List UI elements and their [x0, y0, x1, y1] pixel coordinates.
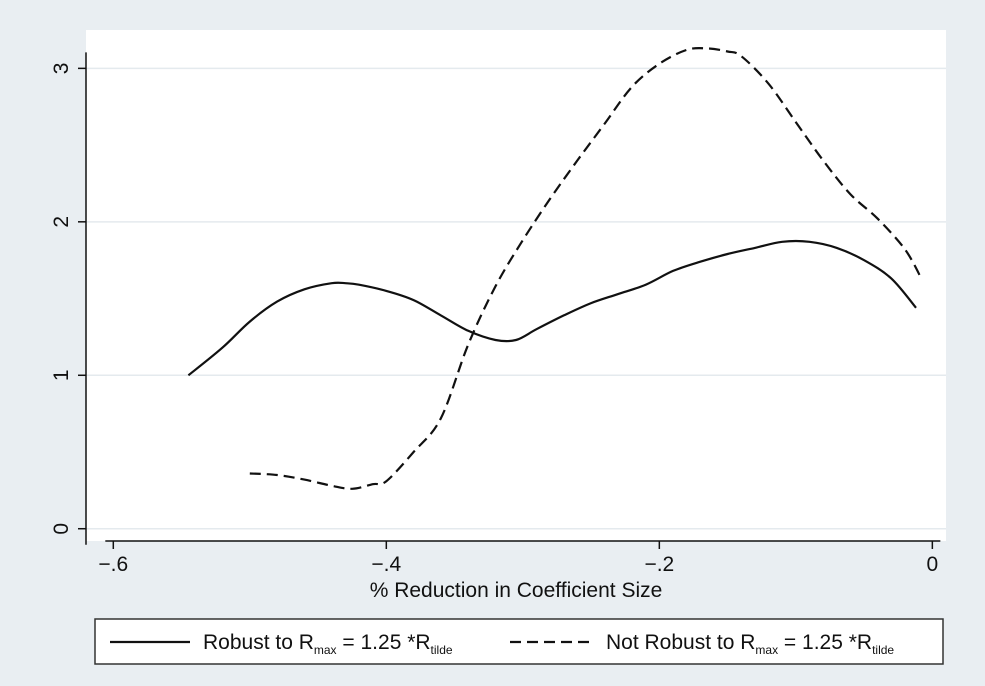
y-tick-label-0: 0 [50, 523, 73, 535]
legend-label-0: Robust to Rmax = 1.25 *Rtilde [203, 631, 453, 657]
x-tick-label-1: −.4 [371, 553, 401, 576]
x-axis-title: % Reduction in Coefficient Size [370, 579, 663, 602]
y-tick-label-2: 2 [50, 216, 73, 228]
legend-label-1: Not Robust to Rmax = 1.25 *Rtilde [606, 631, 894, 657]
y-tick-label-3: 3 [50, 63, 73, 75]
gridlines [86, 67, 946, 530]
plot-area [86, 30, 946, 541]
y-tick-label-1: 1 [50, 369, 73, 381]
legend: Robust to Rmax = 1.25 *Rtilde Not Robust … [94, 618, 944, 665]
x-tick-label-2: −.2 [644, 553, 674, 576]
not-robust-series-line [249, 47, 923, 490]
series-lines [187, 47, 923, 490]
axes: 0 1 2 3 −.6 −.4 −.2 0 [50, 52, 941, 576]
robust-series-line [187, 239, 917, 377]
x-tick-label-0: −.6 [98, 553, 128, 576]
x-tick-label-3: 0 [927, 553, 939, 576]
